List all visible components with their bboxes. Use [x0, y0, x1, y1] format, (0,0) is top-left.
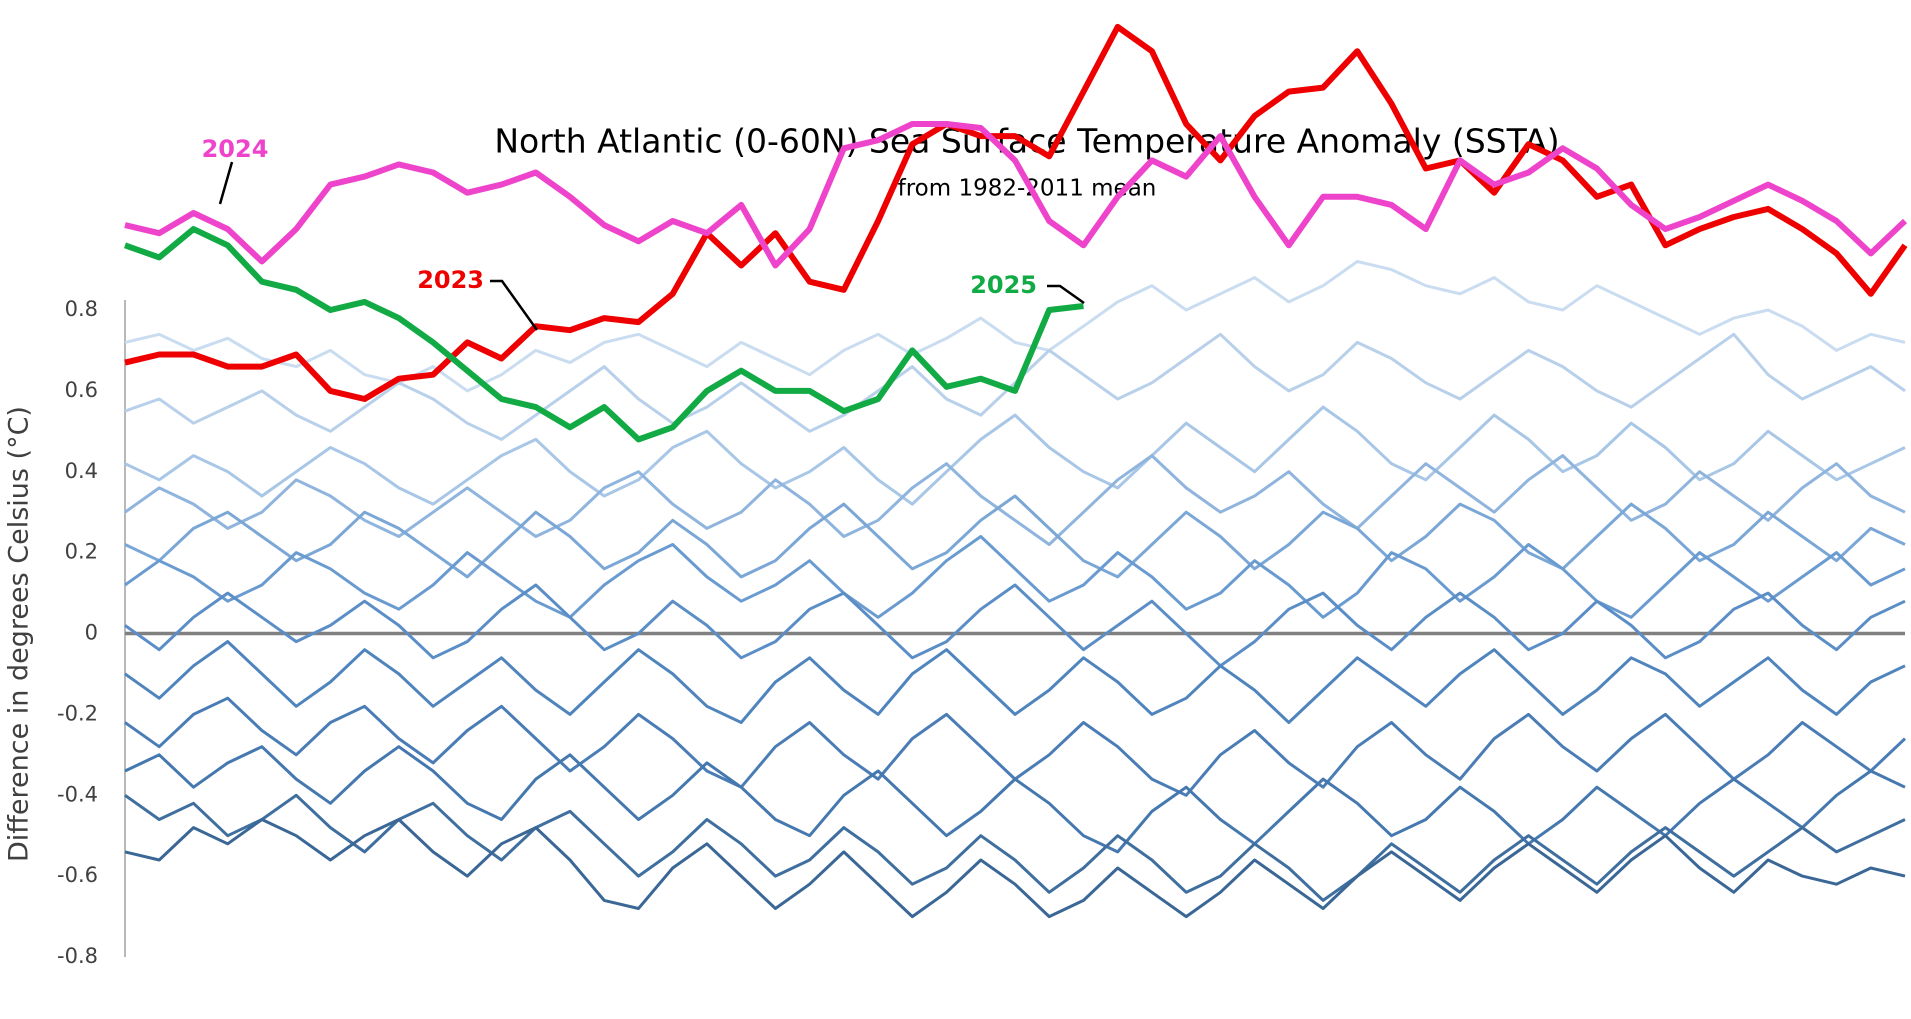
year-line	[124, 494, 1906, 579]
highlight-line	[124, 121, 1908, 269]
y-tick-label: -0.6	[57, 863, 98, 887]
year-line	[124, 332, 1906, 441]
series-label: 2024	[202, 135, 269, 163]
year-line	[124, 583, 1906, 668]
y-tick-label: 0.2	[65, 540, 98, 564]
year-line	[124, 818, 1906, 919]
y-tick-label: 0.8	[65, 297, 98, 321]
year-line	[124, 640, 1906, 724]
year-line	[124, 405, 1906, 506]
y-tick-label: 0.6	[65, 378, 98, 402]
y-tick-label: -0.2	[57, 701, 98, 725]
series-label: 2023	[417, 266, 484, 294]
label-leader	[218, 161, 234, 205]
y-tick-label: -0.8	[57, 944, 98, 968]
year-line	[124, 793, 1906, 902]
label-leader	[490, 279, 539, 331]
y-axis-label: Difference in degrees Celsius (°C)	[4, 406, 35, 862]
year-line	[124, 745, 1906, 854]
y-tick-label: 0	[85, 621, 98, 645]
highlight-line	[123, 226, 1084, 443]
year-line	[124, 260, 1906, 393]
highlight-line	[124, 23, 1908, 402]
year-line	[124, 454, 1906, 546]
year-line	[124, 535, 1906, 619]
y-tick-label: 0.4	[65, 459, 98, 483]
label-leader	[1047, 284, 1085, 305]
series-label: 2025	[970, 271, 1037, 299]
y-tick-label: -0.4	[57, 782, 98, 806]
